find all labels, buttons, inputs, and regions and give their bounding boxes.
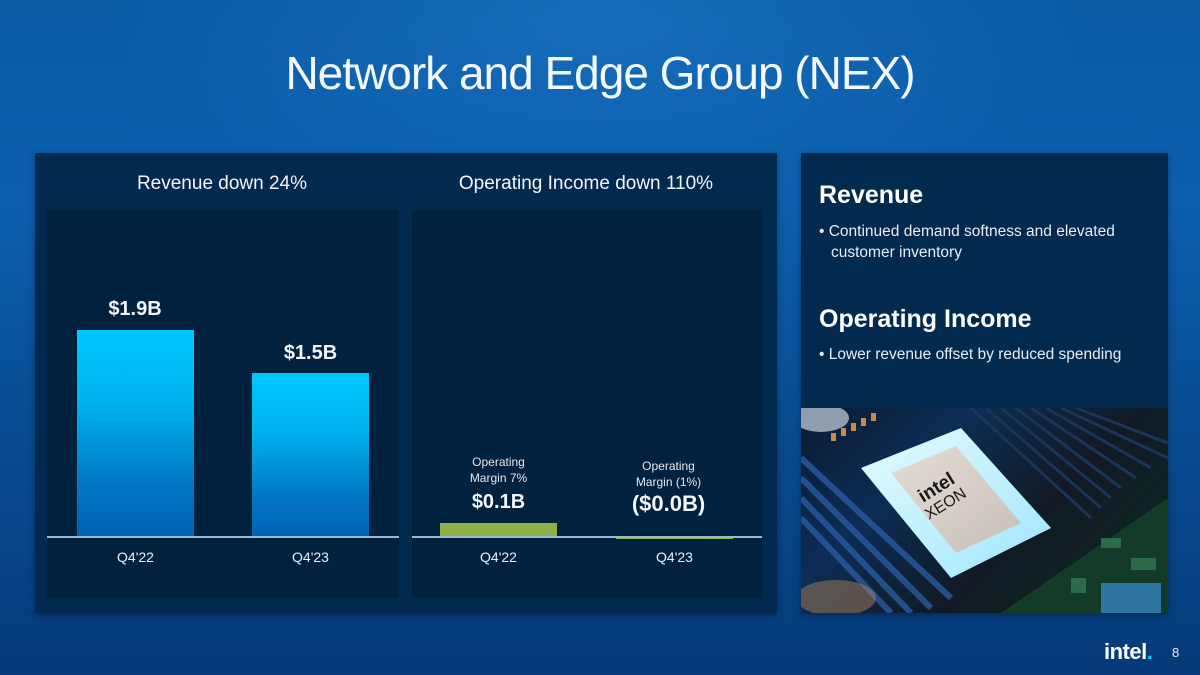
oi-category-q4-22: Q4'22 xyxy=(480,549,517,565)
logo-text: intel xyxy=(1104,639,1147,664)
charts-panel: Revenue down 24% $1.9B $1.5B Q4'22 Q4'23… xyxy=(35,153,777,613)
revenue-category-q4-23: Q4'23 xyxy=(292,549,329,565)
operating-income-heading: Operating Income xyxy=(819,305,1032,333)
logo-dot: . xyxy=(1146,639,1153,664)
page-title: Network and Edge Group (NEX) xyxy=(285,47,915,99)
intel-logo: intel. xyxy=(1104,639,1153,665)
commentary-panel: Revenue • Continued demand softness and … xyxy=(801,153,1168,613)
revenue-bar-q4-22 xyxy=(77,330,194,537)
xeon-processor-photo: intel XEON xyxy=(801,408,1168,613)
oi-margin-label-q4-23: Operating Margin (1%) xyxy=(610,458,727,490)
revenue-axis-line xyxy=(47,536,399,538)
revenue-chart-title: Revenue down 24% xyxy=(136,173,308,194)
oi-margin-line1: Operating xyxy=(642,459,695,473)
oi-plot-area xyxy=(412,210,762,598)
oi-margin-line2: Margin (1%) xyxy=(635,475,702,489)
oi-axis-line xyxy=(412,536,762,538)
oi-margin-line2: Margin 7% xyxy=(469,471,528,485)
revenue-category-q4-22: Q4'22 xyxy=(117,549,154,565)
revenue-heading: Revenue xyxy=(819,181,924,209)
revenue-bar-q4-23 xyxy=(252,373,369,537)
oi-category-q4-23: Q4'23 xyxy=(656,549,693,565)
revenue-value-label-q4-23: $1.5B xyxy=(283,342,338,364)
operating-income-bullet: • Lower revenue offset by reduced spendi… xyxy=(819,346,1122,363)
page-number: 8 xyxy=(1172,645,1180,660)
oi-margin-line1: Operating xyxy=(472,455,525,469)
oi-bar-q4-23 xyxy=(616,537,733,539)
oi-value-label-q4-22: $0.1B xyxy=(471,491,526,513)
revenue-value-label-q4-22: $1.9B xyxy=(108,298,162,320)
revenue-bullet: • Continued demand softness and elevated… xyxy=(819,223,1115,261)
oi-bar-q4-22 xyxy=(440,523,557,537)
oi-margin-label-q4-22: Operating Margin 7% xyxy=(440,454,557,486)
oi-value-label-q4-23: ($0.0B) xyxy=(631,491,706,516)
oi-chart-title: Operating Income down 110% xyxy=(458,173,714,194)
processor-image-graphic: intel XEON xyxy=(801,408,1168,613)
